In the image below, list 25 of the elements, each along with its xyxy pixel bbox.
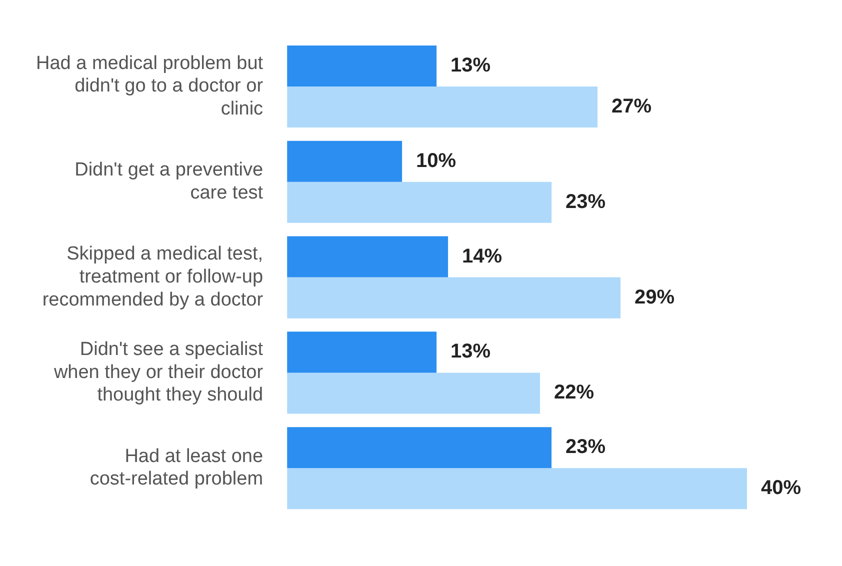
y-tick-label: Skipped a medical test, treatment or follow-up recommended by a doctor: [42, 244, 264, 310]
bar: [287, 468, 747, 510]
data-label: 23%: [566, 190, 606, 213]
bar: [287, 277, 621, 318]
data-label: 27%: [612, 96, 652, 118]
data-label: 29%: [634, 286, 675, 308]
data-label: 14%: [462, 245, 502, 268]
bar: [287, 182, 552, 223]
data-label: 22%: [554, 382, 594, 404]
bar: [287, 140, 402, 182]
bar: [287, 332, 437, 373]
data-label: 10%: [416, 150, 456, 172]
y-tick-label: Didn't see a specialist when they or their doctor thought they should: [52, 339, 264, 406]
data-label: 13%: [450, 340, 491, 363]
y-tick-label: Had a medical problem but didn't go to a doctor or clinic: [36, 52, 264, 120]
data-label: 23%: [566, 436, 606, 458]
bar: [287, 427, 552, 468]
y-tick-label: Didn't get a preventive care test: [74, 160, 264, 204]
data-label: 40%: [761, 477, 802, 500]
y-tick-label: Had at least one cost-related problem: [90, 446, 264, 490]
bar: [287, 372, 540, 414]
bar: [287, 86, 598, 128]
bar: [287, 45, 437, 86]
bar: [287, 236, 448, 278]
data-label: 13%: [450, 54, 491, 77]
